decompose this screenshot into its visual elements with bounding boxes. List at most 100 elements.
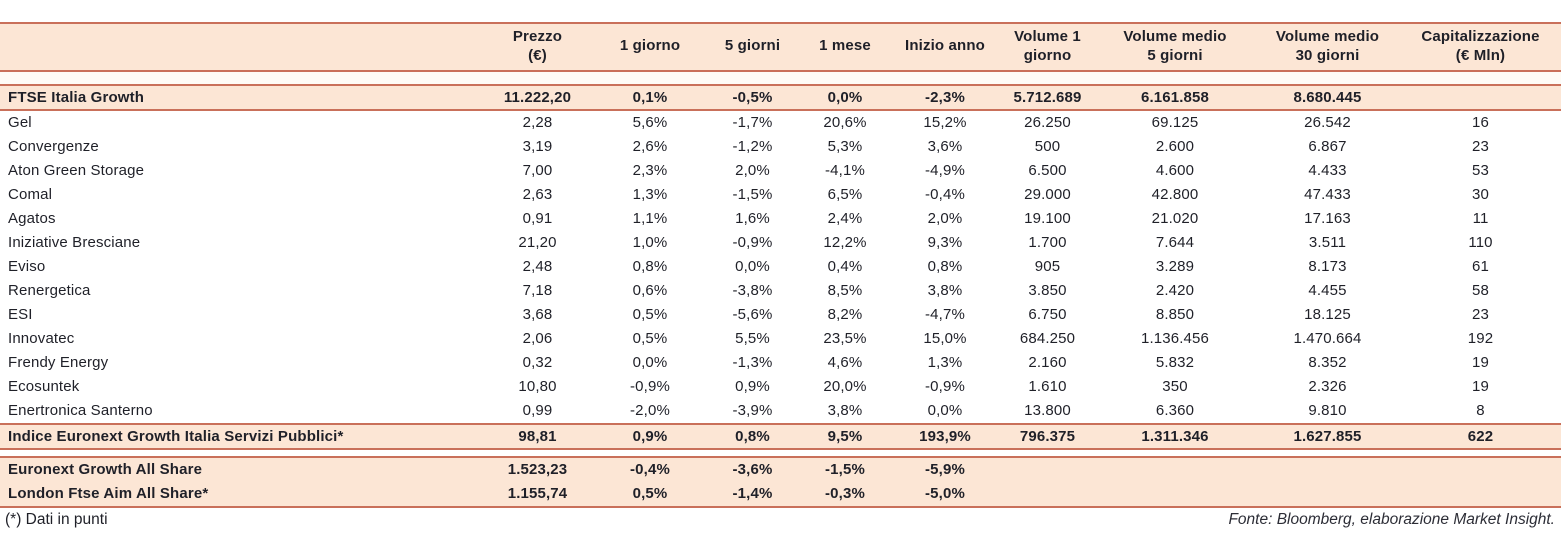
stock-rows: Gel 2,28 5,6% -1,7% 20,6% 15,2% 26.250 69.125 26…	[0, 111, 1561, 423]
cell-value: 12,2%	[823, 234, 867, 251]
cell-value: 4,6%	[827, 354, 863, 371]
stock-row: Aton Green Storage 7,00 2,3% 2,0% -4,1% -4,9%…	[0, 159, 1561, 183]
cell-value: 8	[1476, 402, 1485, 419]
cell-value: -3,9%	[732, 402, 773, 419]
cell-value: 3,6%	[927, 138, 963, 155]
cell-value: 1,3%	[927, 354, 963, 371]
cell-value: 0,1%	[632, 88, 668, 106]
cell-value: 0,9%	[735, 378, 770, 395]
cell-value: -0,4%	[925, 186, 965, 203]
cell-value: 19	[1472, 354, 1489, 371]
row-label: ESI	[8, 306, 33, 323]
cell-value: 7.644	[1155, 234, 1195, 251]
cell-value: 29.000	[1024, 186, 1071, 203]
cell-value: 16	[1472, 114, 1489, 131]
column-header-1-mese: 1 mese	[819, 37, 871, 55]
cell-value: 3,68	[522, 306, 553, 323]
row-label: Euronext Growth All Share	[8, 461, 203, 478]
cell-value: 0,99	[522, 402, 553, 419]
cell-value: 2,0%	[927, 210, 963, 227]
row-label: Aton Green Storage	[8, 162, 145, 179]
cell-value: 5,6%	[632, 114, 668, 131]
cell-value: -0,9%	[630, 378, 670, 395]
row-label: London Ftse Aim All Share*	[8, 485, 209, 502]
cell-value: -0,3%	[825, 485, 865, 502]
cell-value: 3.850	[1028, 282, 1067, 299]
cell-value: 5,5%	[735, 330, 770, 347]
cell-value: 11.222,20	[503, 88, 572, 106]
cell-value: 2,06	[522, 330, 553, 347]
cell-value: 0,8%	[735, 427, 770, 445]
cell-value: 42.800	[1151, 186, 1199, 203]
cell-value: 0,8%	[632, 258, 668, 275]
cell-value: 6.161.858	[1140, 88, 1210, 106]
cell-value: 4.600	[1155, 162, 1195, 179]
column-header-1-giorno: 1 giorno	[619, 37, 681, 55]
index-row-other-market: Euronext Growth All Share 1.523,23 -0,4% -3…	[0, 458, 1561, 482]
row-label: Iniziative Bresciane	[8, 234, 141, 251]
cell-value: 1.523,23	[507, 461, 568, 478]
cell-value: 193,9%	[919, 427, 971, 445]
cell-value: -0,9%	[732, 234, 773, 251]
cell-value: 0,9%	[632, 427, 668, 445]
table-header-row: Prezzo (€) 1 giorno 5 giorni 1 mese Iniz…	[0, 22, 1561, 72]
cell-value: -4,9%	[925, 162, 965, 179]
cell-value: 30	[1472, 186, 1489, 203]
cell-value: 21.020	[1151, 210, 1199, 227]
cell-value: -1,2%	[732, 138, 773, 155]
column-header-volume-medio-5-giorni: Volume medio 5 giorni	[1123, 28, 1227, 64]
row-label: Eviso	[8, 258, 46, 275]
cell-value: 20,6%	[823, 114, 867, 131]
row-label: Ecosuntek	[8, 378, 80, 395]
cell-value: -4,7%	[925, 306, 965, 323]
row-label: Enertronica Santerno	[8, 402, 153, 419]
cell-value: 684.250	[1019, 330, 1076, 347]
cell-value: 0,5%	[632, 306, 668, 323]
cell-value: 3,8%	[927, 282, 963, 299]
cell-value: 6,5%	[827, 186, 863, 203]
cell-value: 8.352	[1308, 354, 1347, 371]
cell-value: 0,4%	[827, 258, 863, 275]
cell-value: 0,8%	[927, 258, 963, 275]
index-row-ftse-italia-growth: FTSE Italia Growth 11.222,20 0,1% -0,5% 0,0%…	[0, 86, 1561, 109]
cell-value: -1,7%	[732, 114, 773, 131]
cell-value: 10,80	[518, 378, 557, 395]
cell-value: 0,32	[522, 354, 553, 371]
cell-value: 3,19	[522, 138, 553, 155]
stock-row: ESI 3,68 0,5% -5,6% 8,2% -4,7% 6.750 8.850 18.12…	[0, 303, 1561, 327]
row-label: Convergenze	[8, 138, 99, 155]
cell-value: 796.375	[1019, 427, 1076, 445]
cell-value: 2.600	[1155, 138, 1195, 155]
source-attribution: Fonte: Bloomberg, elaborazione Market In…	[1228, 510, 1555, 528]
row-label: Gel	[8, 114, 32, 131]
cell-value: 0,0%	[927, 402, 963, 419]
cell-value: -5,9%	[925, 461, 965, 478]
cell-value: 2.326	[1308, 378, 1347, 395]
cell-value: 0,0%	[632, 354, 668, 371]
cell-value: 2.420	[1155, 282, 1195, 299]
cell-value: 18.125	[1304, 306, 1351, 323]
stock-row: Eviso 2,48 0,8% 0,0% 0,4% 0,8% 905 3.289 8.173 61	[0, 255, 1561, 279]
cell-value: 2,4%	[827, 210, 863, 227]
index-band-ftse-italia-growth: FTSE Italia Growth 11.222,20 0,1% -0,5% 0,0%…	[0, 83, 1561, 111]
cell-value: 1.311.346	[1141, 427, 1209, 445]
cell-value: 1,1%	[632, 210, 668, 227]
cell-value: 2,28	[522, 114, 553, 131]
cell-value: 17.163	[1304, 210, 1351, 227]
cell-value: 58	[1472, 282, 1489, 299]
cell-value: 2,6%	[632, 138, 668, 155]
row-label: Renergetica	[8, 282, 91, 299]
cell-value: 15,0%	[923, 330, 967, 347]
section-gap	[0, 449, 1561, 456]
column-header-name	[0, 43, 480, 51]
cell-value: -0,4%	[630, 461, 670, 478]
cell-value: 0,5%	[632, 330, 668, 347]
cell-value: 7,18	[522, 282, 553, 299]
stock-row: Gel 2,28 5,6% -1,7% 20,6% 15,2% 26.250 69.125 26…	[0, 111, 1561, 135]
index-row-other-market: London Ftse Aim All Share* 1.155,74 0,5% -1…	[0, 482, 1561, 506]
cell-value: 9,3%	[927, 234, 963, 251]
cell-value: 6.360	[1155, 402, 1195, 419]
cell-value: 19	[1472, 378, 1489, 395]
cell-value: 1.470.664	[1293, 330, 1362, 347]
cell-value: 1.136.456	[1140, 330, 1210, 347]
